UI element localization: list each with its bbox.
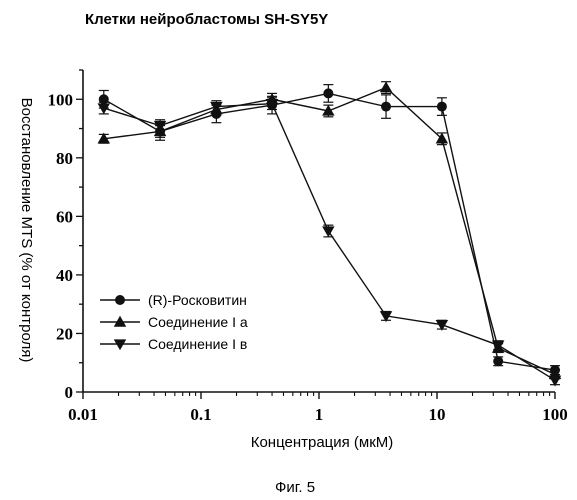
data-point [381, 102, 391, 112]
legend-label: (R)-Росковитин [148, 292, 247, 308]
legend-item: Соединение I в [100, 336, 247, 352]
legend-marker [115, 295, 125, 305]
chart-title: Клетки нейробластомы SH-SY5Y [85, 11, 328, 28]
legend-label: Соединение I а [148, 314, 248, 330]
y-tick-label: 0 [65, 383, 74, 402]
figure-caption: Фиг. 5 [275, 479, 315, 496]
data-point [437, 102, 447, 112]
legend-item: (R)-Росковитин [100, 292, 247, 308]
legend-marker [114, 339, 127, 350]
legend-marker [114, 316, 127, 327]
y-tick-label: 80 [56, 149, 73, 168]
legend: (R)-Росковитин Соединение I а Соединение I… [100, 292, 248, 352]
y-tick-label: 100 [48, 90, 74, 109]
y-tick-label: 20 [56, 324, 73, 343]
y-axis-label: Восстановление MTS (% от контроля) [18, 98, 35, 363]
data-point [322, 226, 335, 237]
x-tick-label: 100 [542, 405, 568, 424]
data-point [323, 88, 333, 98]
legend-label: Соединение I в [148, 336, 247, 352]
data-point [380, 81, 393, 92]
x-tick-label: 1 [315, 405, 324, 424]
x-tick-label: 10 [429, 405, 446, 424]
y-tick-label: 60 [56, 207, 73, 226]
x-axis-label: Концентрация (мкМ) [251, 434, 394, 451]
y-tick-label: 40 [56, 266, 73, 285]
legend-item: Соединение I а [100, 314, 248, 330]
x-tick-label: 0.1 [190, 405, 211, 424]
y-axis-ticks: 0 20 40 60 80 100 [48, 70, 84, 402]
x-axis-ticks: 0.01 0.1 1 10 100 [68, 392, 568, 424]
x-tick-label: 0.01 [68, 405, 98, 424]
data-point [493, 356, 503, 366]
